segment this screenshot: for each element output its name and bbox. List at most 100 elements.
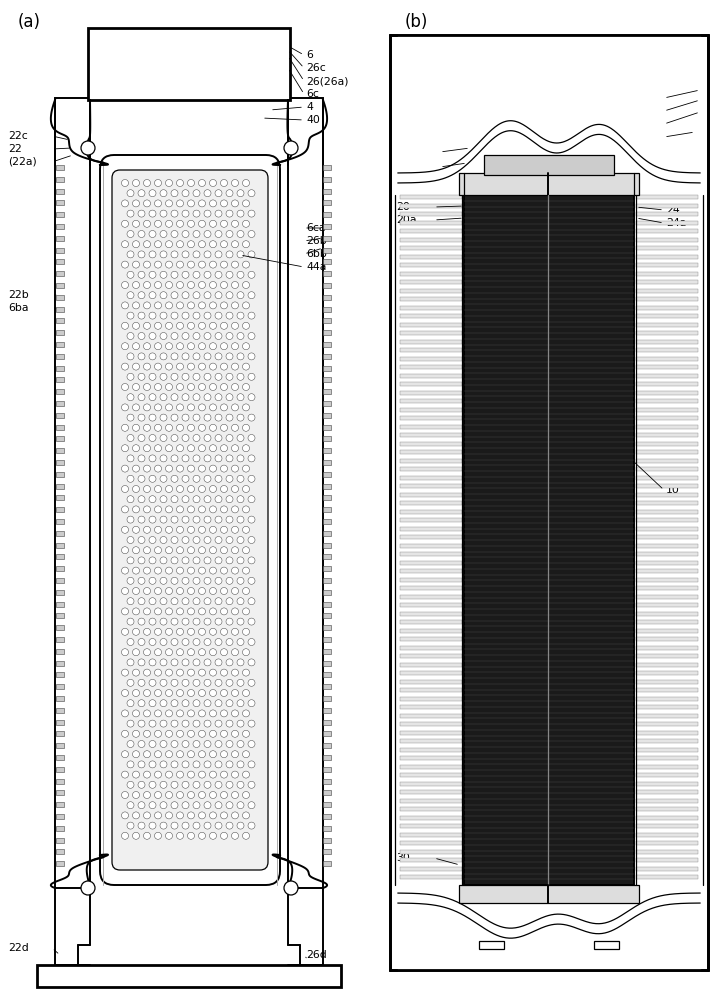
Bar [636,254,698,258]
Circle shape [149,312,156,319]
Circle shape [221,649,227,656]
Bar [636,790,698,794]
Bar [400,773,462,777]
Bar [323,554,331,559]
Circle shape [204,598,211,605]
Circle shape [242,526,250,533]
Circle shape [226,231,233,237]
Circle shape [138,231,145,237]
Circle shape [127,332,134,340]
Circle shape [226,394,233,401]
Circle shape [204,700,211,707]
Bar [323,779,331,784]
Circle shape [149,822,156,829]
Bar [56,389,64,394]
Circle shape [198,506,205,513]
Bar [323,330,331,335]
Bar [323,236,331,241]
Bar [400,782,462,786]
Circle shape [204,475,211,482]
Bar [636,832,698,836]
Circle shape [149,373,156,380]
Bar [636,535,698,539]
Circle shape [133,383,139,390]
Circle shape [149,761,156,768]
Circle shape [127,394,134,401]
Bar [56,826,64,831]
Circle shape [215,557,222,564]
Bar [323,672,331,677]
Bar [56,720,64,725]
Circle shape [242,690,250,696]
Circle shape [187,608,195,615]
Circle shape [204,394,211,401]
Bar [400,382,462,386]
Circle shape [226,434,233,442]
Circle shape [221,220,227,227]
Circle shape [242,771,250,778]
Circle shape [171,414,178,421]
Circle shape [237,659,244,666]
Bar [400,748,462,752]
Bar [636,357,698,360]
Circle shape [121,363,129,370]
Circle shape [144,669,150,676]
Bar [56,838,64,843]
Circle shape [193,292,200,299]
Circle shape [171,231,178,237]
Circle shape [155,649,161,656]
Circle shape [144,445,150,452]
Bar [400,688,462,692]
Bar [400,850,462,854]
Circle shape [133,649,139,656]
Bar [56,543,64,548]
Circle shape [232,363,239,370]
FancyBboxPatch shape [100,155,280,885]
Circle shape [176,792,184,798]
Circle shape [171,394,178,401]
Bar [323,637,331,642]
Circle shape [248,618,255,625]
Circle shape [226,740,233,748]
Circle shape [193,802,200,809]
Circle shape [155,322,161,329]
Circle shape [221,282,227,288]
Circle shape [127,312,134,319]
Bar [636,722,698,726]
Circle shape [187,404,195,411]
Circle shape [182,700,189,707]
Bar [464,195,634,885]
Circle shape [193,740,200,748]
Circle shape [182,740,189,748]
Circle shape [127,822,134,829]
Text: 4: 4 [666,93,673,103]
Circle shape [215,271,222,278]
Bar [636,204,698,208]
Bar [323,849,331,854]
Circle shape [182,332,189,340]
Circle shape [182,312,189,319]
Circle shape [232,404,239,411]
Circle shape [149,332,156,340]
Circle shape [232,567,239,574]
Circle shape [155,506,161,513]
Bar [636,620,698,624]
Circle shape [149,190,156,197]
Bar [636,841,698,845]
Circle shape [226,312,233,319]
Circle shape [226,639,233,646]
Circle shape [155,751,161,758]
Circle shape [232,792,239,798]
Text: 24D: 24D [666,132,688,142]
Bar [56,755,64,760]
Circle shape [138,353,145,360]
Circle shape [221,445,227,452]
Bar [636,875,698,879]
Circle shape [160,496,167,503]
Circle shape [198,404,205,411]
Circle shape [215,414,222,421]
Circle shape [121,751,129,758]
Circle shape [210,261,216,268]
Bar [323,436,331,441]
Bar [56,224,64,229]
